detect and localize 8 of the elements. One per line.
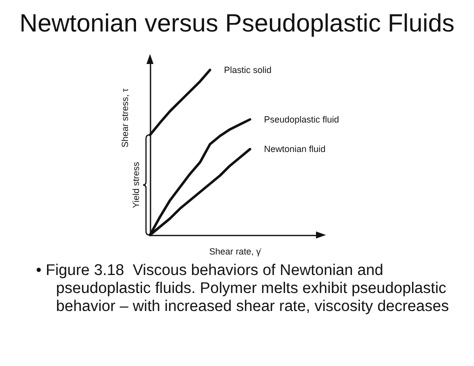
y-axis-title: Shear stress, τ [120, 88, 130, 148]
text: • Figure 3.18 Viscous behaviors of Newtonian and pseudoplastic fluids. Polymer melts exhibit pseudoplastic behavior – with increased shear rate, viscosity decreases [36, 262, 450, 316]
chart-title: Newtonian versus Pseudoplastic Fluids [20, 10, 454, 38]
x-axis-title: Shear rate, γ̇ [209, 246, 262, 256]
series-label: Pseudoplastic fluid [264, 114, 340, 124]
series-label: Newtonian fluid [264, 144, 326, 154]
series-label: Plastic solid [224, 64, 272, 75]
text: Yield stress [131, 161, 141, 208]
